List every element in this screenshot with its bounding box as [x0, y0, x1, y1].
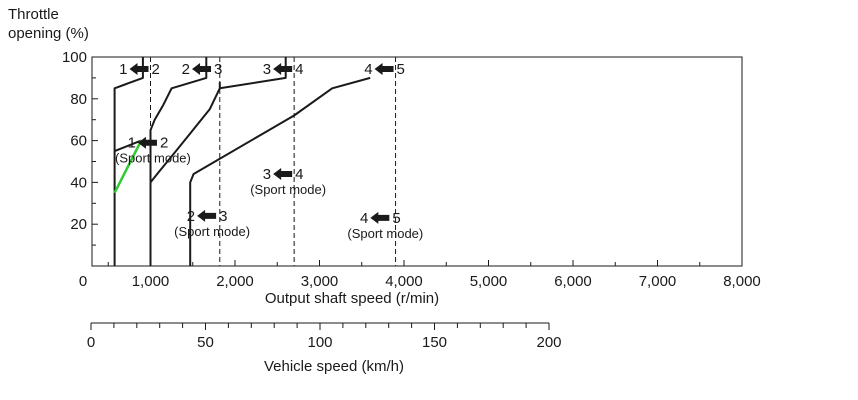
shift-to-label: 5 [392, 210, 400, 227]
sport-mode-label: (Sport mode) [347, 226, 423, 241]
x-tick-label-0: 0 [79, 273, 87, 290]
annotation-s12: 1 2(Sport mode) [115, 135, 191, 166]
shift-from-label: 2 [187, 208, 195, 225]
sport-mode-label: (Sport mode) [115, 151, 191, 166]
shift-to-label: 4 [295, 166, 303, 183]
shift-to-label: 4 [295, 61, 303, 78]
vehicle-speed-label: Vehicle speed (km/h) [264, 358, 404, 375]
shift-annotations: 1 2 2 3 3 4 4 51 2(Sport mode)3 4(Sport mode)2 3(S… [115, 61, 423, 241]
shift-arrow-icon [370, 211, 390, 224]
speed-tick-label-200: 200 [536, 334, 561, 351]
x-axis-label: Output shaft speed (r/min) [265, 290, 439, 307]
shift-from-label: 3 [263, 166, 271, 183]
shift-to-label: 3 [214, 61, 222, 78]
y-axis-label-line-1: Throttle [8, 6, 59, 23]
shift-to-label: 2 [160, 135, 168, 152]
y-tick-label-20: 20 [70, 216, 87, 233]
x-tick-label-7000: 7,000 [639, 273, 677, 290]
shift-from-label: 4 [364, 61, 372, 78]
shift-to-label: 3 [219, 208, 227, 225]
shift-arrow-icon [374, 63, 394, 75]
shift-arrow-icon [273, 63, 293, 75]
shift-line-sport-2-1 [113, 140, 143, 194]
x-tick-label-2000: 2,000 [216, 273, 254, 290]
vehicle-speed-axis: 0 50 100 150 200 [87, 322, 562, 351]
y-tick-label-100: 100 [62, 49, 87, 66]
shift-from-label: 3 [263, 61, 271, 78]
y-axis-label-line-2: opening (%) [8, 25, 89, 42]
speed-tick-label-100: 100 [307, 334, 332, 351]
shift-from-label: 1 [119, 61, 127, 78]
shift-from-label: 2 [182, 61, 190, 78]
shift-line-4-3 [189, 76, 371, 266]
sport-mode-label: (Sport mode) [250, 182, 326, 197]
shift-line-3-4 [219, 57, 287, 90]
shift-from-label: 4 [360, 210, 368, 227]
annotation-s34: 3 4(Sport mode) [250, 166, 326, 197]
shift-arrow-icon [137, 136, 157, 149]
y-tick-label-80: 80 [70, 91, 87, 108]
shift-arrow-icon [197, 209, 217, 222]
shift-arrow-icon [129, 63, 149, 75]
annotation-s23: 2 3(Sport mode) [174, 208, 250, 239]
annotation-s45: 4 5(Sport mode) [347, 210, 423, 241]
x-tick-label-1000: 1,000 [132, 273, 170, 290]
x-tick-label-8000: 8,000 [723, 273, 761, 290]
speed-tick-label-150: 150 [422, 334, 447, 351]
x-tick-label-5000: 5,000 [470, 273, 508, 290]
shift-arrow-icon [273, 168, 293, 181]
shift-line-2-1 [114, 139, 142, 153]
shift-line-2-3 [149, 57, 208, 266]
shift-to-label: 2 [152, 61, 160, 78]
shift-from-label: 1 [128, 135, 136, 152]
shift-to-label: 5 [397, 61, 405, 78]
sport-mode-label: (Sport mode) [174, 224, 250, 239]
speed-tick-label-50: 50 [197, 334, 214, 351]
x-tick-label-3000: 3,000 [301, 273, 339, 290]
y-tick-label-40: 40 [70, 174, 87, 191]
shift-arrow-icon [192, 63, 212, 75]
shift-line-3-2 [149, 82, 221, 184]
x-tick-label-6000: 6,000 [554, 273, 592, 290]
x-tick-label-4000: 4,000 [385, 273, 423, 290]
y-tick-label-60: 60 [70, 133, 87, 150]
axis-ticks: 0 1,000 2,000 3,000 4,000 5,000 6,000 7,000 8,00… [62, 49, 761, 290]
speed-tick-label-0: 0 [87, 334, 95, 351]
